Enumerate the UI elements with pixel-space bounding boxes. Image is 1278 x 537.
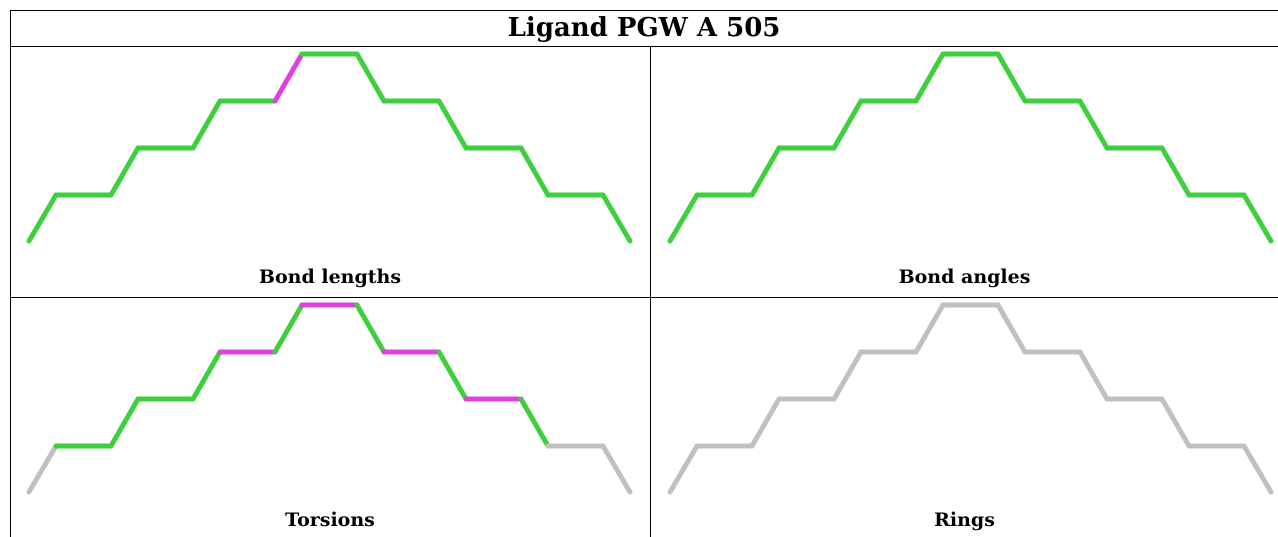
bond-13-ok [518,145,551,198]
panel-torsions: Torsions [10,298,650,537]
bond-3-ok [749,145,782,198]
bond-9-ok [995,51,1028,104]
bond-lengths-molecule-diagram [26,51,633,244]
bond-13-ok [1159,145,1192,198]
bond-5-ok [831,98,864,151]
bond-9-ok [354,51,387,104]
rings-molecule-diagram [667,302,1274,495]
bond-1-na [26,443,59,495]
panel-caption: Bond angles [898,266,1031,288]
bond-11-ok [436,98,469,151]
panel-caption: Bond lengths [258,266,402,288]
panel-rings: Rings [651,298,1278,537]
bond-15-ok [1241,192,1274,244]
panel-caption: Rings [934,509,995,531]
bond-11-ok [1077,98,1110,151]
bond-angles-molecule-diagram [667,51,1274,244]
bond-3-na [749,396,782,449]
bond-1-ok [667,192,700,244]
panel-bond-lengths: Bond lengths [10,47,650,297]
bond-3-ok [108,396,141,449]
bond-11-na [1077,349,1110,402]
bond-7-ok [913,51,946,104]
page-title: Ligand PGW A 505 [507,13,781,43]
bond-15-na [600,443,633,495]
bond-7-na [913,302,946,355]
torsions-molecule-diagram [26,302,633,495]
bond-9-na [995,302,1028,355]
title-divider [10,46,1278,47]
bond-15-ok [600,192,633,244]
bond-7-outlier [272,51,305,104]
bond-5-ok [190,349,223,402]
bond-5-ok [190,98,223,151]
bond-11-ok [436,349,469,402]
bond-1-na [667,443,700,495]
bond-15-na [1241,443,1274,495]
bond-13-na [1159,396,1192,449]
panel-caption: Torsions [285,509,375,531]
bond-9-ok [354,302,387,355]
column-divider [650,46,651,537]
bond-1-ok [26,192,59,244]
row-divider [10,297,1278,298]
bond-3-ok [108,145,141,198]
frame-top-border [10,10,1278,11]
bond-13-ok [518,396,551,449]
frame-left-border [10,10,11,537]
bond-7-ok [272,302,305,355]
panel-bond-angles: Bond angles [651,47,1278,297]
bond-5-na [831,349,864,402]
